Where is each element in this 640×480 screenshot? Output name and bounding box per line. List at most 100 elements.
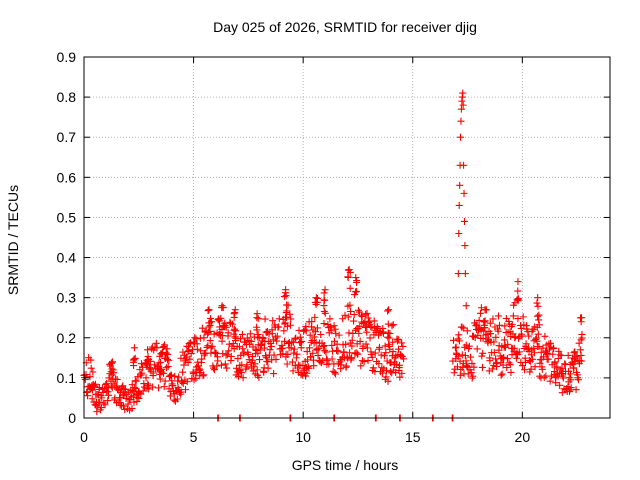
data-point: [144, 380, 152, 388]
data-point: [514, 278, 522, 286]
data-point: [264, 358, 272, 366]
data-point: [295, 326, 303, 334]
data-point: [204, 307, 212, 315]
data-point: [199, 372, 207, 380]
data-point: [88, 395, 96, 403]
data-point: [291, 335, 299, 343]
data-point: [275, 323, 283, 331]
data-point: [340, 348, 348, 356]
data-point: [315, 344, 323, 352]
data-point: [303, 348, 311, 356]
data-point: [371, 349, 379, 357]
data-point: [149, 369, 157, 377]
data-point: [169, 382, 177, 390]
data-point: [254, 333, 262, 341]
data-point: [497, 371, 505, 379]
data-point: [306, 344, 314, 352]
data-point: [539, 344, 547, 352]
data-point: [304, 363, 312, 371]
data-point: [189, 370, 197, 378]
data-point: [528, 355, 536, 363]
data-point: [546, 377, 554, 385]
data-point: [514, 315, 522, 323]
data-point: [519, 313, 527, 321]
data-point: [368, 353, 376, 361]
plot-frame: [83, 56, 611, 419]
data-point: [389, 338, 397, 346]
data-point: [559, 374, 567, 382]
data-point: [311, 328, 319, 336]
data-point: [152, 339, 160, 347]
y-tick-label: 0.7: [57, 129, 77, 145]
data-point: [346, 349, 354, 357]
data-point: [467, 369, 475, 377]
x-tick-label: 0: [80, 429, 88, 445]
data-point: [319, 343, 327, 351]
data-point: [473, 345, 481, 353]
data-point: [577, 336, 585, 344]
data-point: [87, 356, 95, 364]
data-point: [87, 364, 95, 372]
data-point: [362, 340, 370, 348]
data-point: [342, 362, 350, 370]
data-point: [557, 352, 565, 360]
data-point: [332, 330, 340, 338]
data-point: [256, 346, 264, 354]
data-point: [95, 383, 103, 391]
data-point: [299, 361, 307, 369]
data-point: [160, 341, 168, 349]
data-point: [450, 369, 458, 377]
data-point: [217, 361, 225, 369]
data-point: [353, 287, 361, 295]
data-point: [399, 342, 407, 350]
data-point: [165, 356, 173, 364]
data-point: [267, 342, 275, 350]
data-point: [93, 408, 101, 416]
data-point: [518, 332, 526, 340]
data-point: [354, 306, 362, 314]
data-point: [282, 292, 290, 300]
data-point: [346, 284, 354, 292]
data-point: [182, 386, 190, 394]
data-point: [284, 340, 292, 348]
data-point: [458, 323, 466, 331]
data-point: [198, 324, 206, 332]
data-point: [293, 350, 301, 358]
data-point: [352, 274, 360, 282]
data-point: [567, 376, 575, 384]
data-point: [387, 359, 395, 367]
data-point: [156, 375, 164, 383]
data-point: [396, 373, 404, 381]
data-point: [375, 360, 383, 368]
data-point: [358, 313, 366, 321]
data-point: [198, 355, 206, 363]
data-point: [538, 365, 546, 373]
data-point: [450, 336, 458, 344]
data-point: [187, 350, 195, 358]
data-point: [86, 373, 94, 381]
data-point: [397, 351, 405, 359]
data-point: [385, 329, 392, 337]
data-point: [89, 386, 97, 394]
data-point: [232, 334, 240, 342]
data-point: [333, 340, 341, 348]
data-point: [460, 161, 468, 169]
data-point: [230, 326, 238, 334]
data-point: [261, 315, 269, 323]
data-point: [550, 345, 558, 353]
data-point: [353, 278, 361, 286]
data-point: [576, 346, 584, 354]
data-point: [343, 353, 351, 361]
data-point: [530, 349, 538, 357]
data-point: [239, 374, 247, 382]
data-point: [452, 343, 460, 351]
data-point: [476, 309, 484, 317]
data-point: [170, 396, 178, 404]
data-point: [457, 117, 465, 125]
data-point: [500, 336, 508, 344]
data-point: [348, 342, 356, 350]
data-point: [326, 315, 334, 323]
data-point: [289, 338, 297, 346]
data-point: [570, 349, 578, 357]
data-point: [383, 357, 391, 365]
